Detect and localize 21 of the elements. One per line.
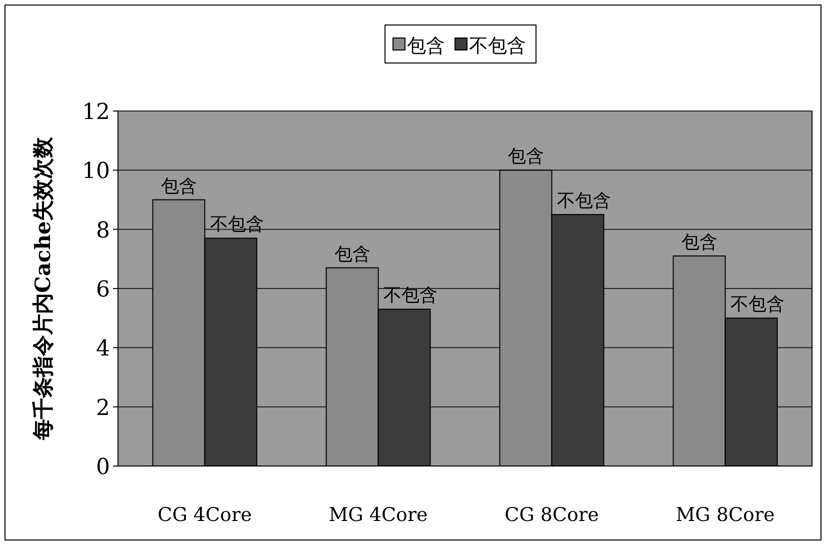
data-label: 包含: [160, 176, 197, 197]
y-tick-label: 4: [96, 336, 110, 362]
x-tick-label: CG 8Core: [504, 504, 599, 526]
data-label: 不包含: [383, 285, 438, 306]
x-tick-label: MG 4Core: [328, 504, 428, 526]
legend-label: 不包含: [469, 35, 526, 57]
y-tick-label: 2: [96, 396, 110, 421]
x-tick-label: MG 8Core: [676, 504, 775, 526]
y-axis-title: 每千条指令片内Cache失效次数: [30, 136, 55, 441]
data-label: 包含: [334, 244, 370, 265]
y-tick-label: 0: [96, 455, 110, 480]
data-label: 包含: [681, 232, 718, 253]
y-tick-label: 8: [96, 218, 110, 244]
y-tick-label: 12: [82, 100, 110, 125]
x-tick-label: CG 4Core: [158, 504, 252, 526]
data-label: 不包含: [556, 190, 611, 212]
legend-label: 包含: [407, 35, 445, 57]
y-tick-label: 10: [82, 159, 110, 184]
data-label: 不包含: [730, 294, 784, 316]
data-label: 包含: [508, 146, 544, 168]
y-tick-label: 6: [96, 278, 110, 302]
